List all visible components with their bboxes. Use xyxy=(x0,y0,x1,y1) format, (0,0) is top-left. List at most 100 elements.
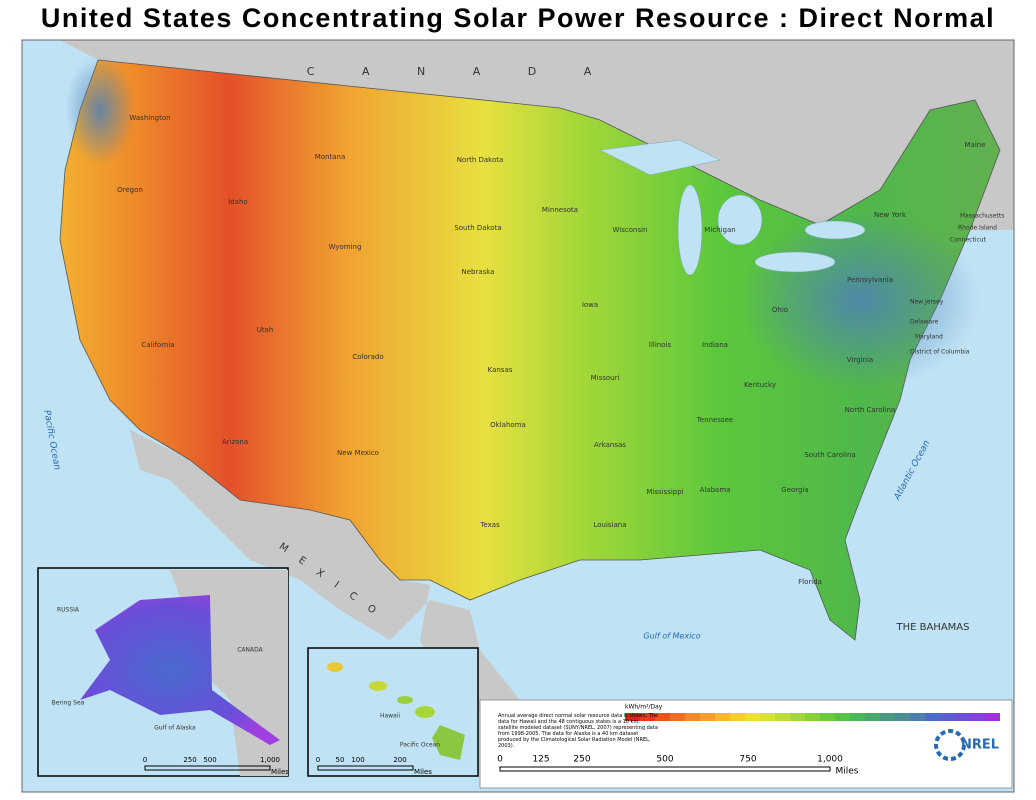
state-label: Illinois xyxy=(649,341,672,349)
legend-bin xyxy=(910,713,925,721)
state-label: Kentucky xyxy=(744,381,776,389)
state-label: Maryland xyxy=(915,334,943,341)
state-label: Florida xyxy=(798,578,822,586)
legend-bin xyxy=(640,713,655,721)
state-label: Michigan xyxy=(704,226,735,234)
state-label: Rhode Island xyxy=(958,225,997,232)
state-label: Montana xyxy=(315,153,346,161)
scale-label: 250 xyxy=(183,756,196,764)
state-label: Maine xyxy=(964,141,985,149)
scale-label: 0 xyxy=(497,755,503,765)
water-label: Gulf of Mexico xyxy=(643,632,700,641)
legend-bin xyxy=(880,713,895,721)
state-label: Massachusetts xyxy=(960,213,1004,220)
state-label: Indiana xyxy=(702,341,728,349)
state-label: District of Columbia xyxy=(910,349,970,356)
legend-bin xyxy=(730,713,745,721)
state-label: Louisiana xyxy=(593,521,626,529)
state-label: Connecticut xyxy=(950,237,987,244)
state-label: Arizona xyxy=(222,438,248,446)
state-label: South Carolina xyxy=(804,451,855,459)
legend-bin xyxy=(955,713,970,721)
scale-unit: Miles xyxy=(836,767,859,777)
state-label: Wisconsin xyxy=(613,226,648,234)
inset-label: Bering Sea xyxy=(52,700,85,707)
state-label: Virginia xyxy=(847,356,873,364)
scale-label: 100 xyxy=(351,756,364,764)
state-label: South Dakota xyxy=(454,224,501,232)
legend-bin xyxy=(850,713,865,721)
legend-bin xyxy=(775,713,790,721)
inset-label: Hawaii xyxy=(380,713,400,720)
legend-bin xyxy=(805,713,820,721)
inset-label: RUSSIA xyxy=(57,607,80,614)
scale-unit: Miles xyxy=(414,768,432,776)
scale-label: 200 xyxy=(393,756,406,764)
us-resource-map xyxy=(59,59,1001,641)
scale-label: 500 xyxy=(203,756,216,764)
scale-label: 250 xyxy=(573,755,590,765)
state-label: North Dakota xyxy=(457,156,504,164)
inset-label: CANADA xyxy=(237,647,263,654)
scale-label: 750 xyxy=(739,755,756,765)
scale-label: 500 xyxy=(656,755,673,765)
great-lakes xyxy=(599,139,866,276)
state-label: Iowa xyxy=(582,301,598,309)
scale-unit: Miles xyxy=(271,768,289,776)
country-label: C A N A D A xyxy=(307,65,613,78)
state-label: New York xyxy=(874,211,907,219)
legend-bin xyxy=(715,713,730,721)
legend-bins xyxy=(625,713,1000,721)
state-label: Alabama xyxy=(700,486,731,494)
legend-bin xyxy=(985,713,1000,721)
legend-bin xyxy=(700,713,715,721)
northwest-low-resource xyxy=(65,55,135,165)
legend-bin xyxy=(835,713,850,721)
state-label: Pennsylvania xyxy=(847,276,893,284)
state-label: Georgia xyxy=(781,486,808,494)
state-label: Kansas xyxy=(488,366,513,374)
legend-bin xyxy=(760,713,775,721)
alaska-inset xyxy=(37,567,289,777)
state-label: Ohio xyxy=(772,306,788,314)
country-label: THE BAHAMAS xyxy=(895,622,969,633)
legend-bin xyxy=(820,713,835,721)
state-label: North Carolina xyxy=(845,406,896,414)
inset-label: Pacific Ocean xyxy=(400,742,440,749)
state-label: Nebraska xyxy=(461,268,494,276)
state-label: Wyoming xyxy=(329,243,362,251)
nrel-logo xyxy=(934,729,966,761)
legend-bin xyxy=(925,713,940,721)
state-label: Colorado xyxy=(352,353,383,361)
legend-unit: kWh/m²/Day xyxy=(625,704,663,711)
state-label: California xyxy=(141,341,174,349)
state-label: Arkansas xyxy=(594,441,626,449)
logo-text: NREL xyxy=(961,738,999,753)
state-label: Utah xyxy=(257,326,274,334)
title: United States Concentrating Solar Power … xyxy=(41,3,995,33)
scale-label: 125 xyxy=(532,755,549,765)
state-label: Delaware xyxy=(910,319,939,326)
map-frame xyxy=(21,39,1015,793)
scale-label: 50 xyxy=(336,756,345,764)
legend-bin xyxy=(970,713,985,721)
scale-bars xyxy=(144,765,831,772)
scale-label: 0 xyxy=(316,756,320,764)
hawaii-inset xyxy=(307,647,479,777)
legend-bin xyxy=(865,713,880,721)
canada-land xyxy=(22,40,1014,230)
legend-description: Annual average direct normal solar resou… xyxy=(498,713,658,749)
state-label: Texas xyxy=(479,521,500,529)
legend-bin xyxy=(625,713,640,721)
legend-bin xyxy=(745,713,760,721)
state-label: Mississippi xyxy=(646,488,683,496)
legend-bin xyxy=(670,713,685,721)
state-label: Tennessee xyxy=(696,416,733,424)
state-label: New Mexico xyxy=(337,449,379,457)
state-label: Washington xyxy=(129,114,170,122)
state-label: New Jersey xyxy=(910,299,944,306)
inset-label: Gulf of Alaska xyxy=(154,725,196,732)
scale-label: 1,000 xyxy=(817,755,843,765)
legend-bin xyxy=(895,713,910,721)
